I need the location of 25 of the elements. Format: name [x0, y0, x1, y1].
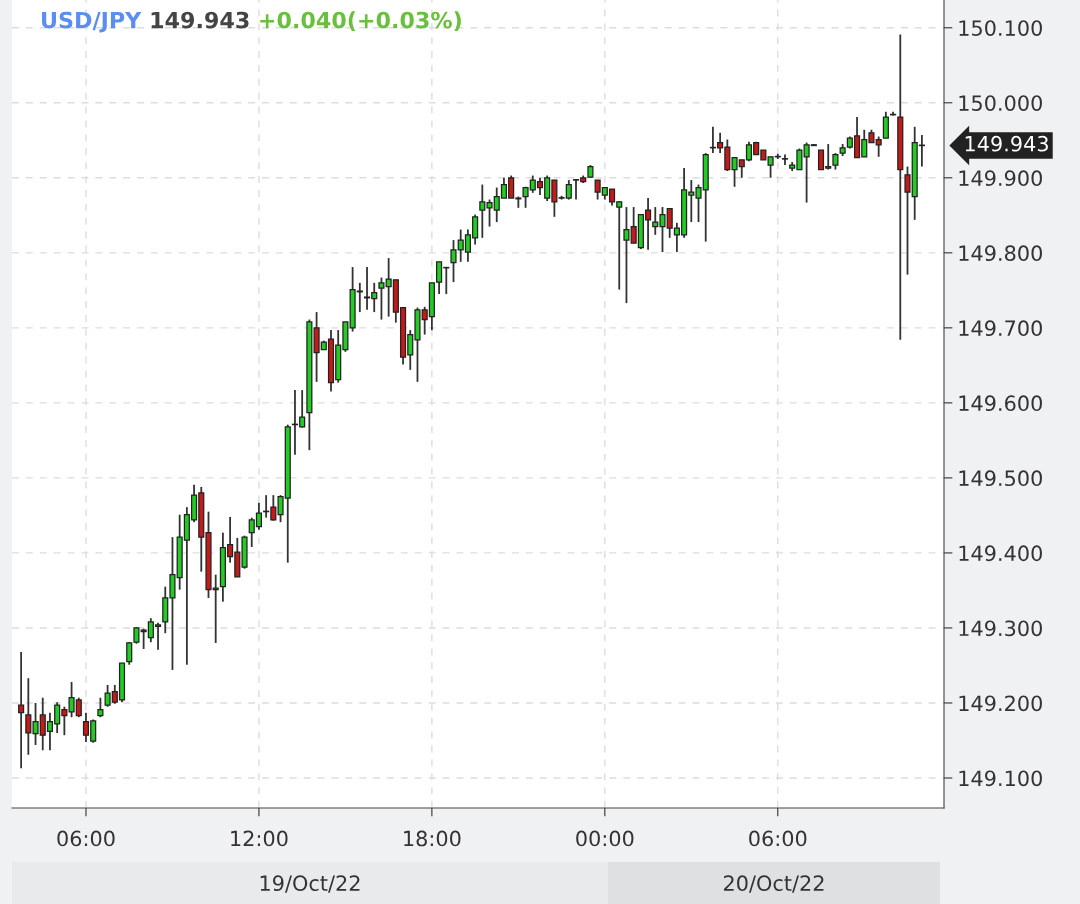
y-tick-label: 149.400 [959, 545, 1042, 562]
candlestick [18, 651, 25, 770]
text: 19/Oct/22 [260, 875, 360, 893]
x-tick-label: 18:00 [404, 830, 461, 847]
x-tick-label: 00:00 [576, 830, 634, 847]
y-tick-label: 149.800 [959, 245, 1042, 262]
y-tick-label: 149.200 [959, 695, 1042, 712]
candlestick [882, 110, 889, 139]
text: 149.943 [965, 135, 1048, 152]
y-tick-label: 149.900 [959, 170, 1042, 187]
annotation: 149.943 [151, 11, 249, 29]
x-tick-label: 06:00 [749, 830, 807, 847]
x-tick-label: 12:00 [231, 830, 288, 847]
y-tick-label: 150.100 [959, 20, 1042, 36]
y-tick-label: 149.500 [959, 470, 1042, 487]
chart-title: USD/JPY [42, 11, 142, 33]
y-tick-label: 149.100 [959, 770, 1042, 787]
y-tick-label: 149.700 [959, 320, 1042, 337]
y-tick-label: 149.600 [959, 395, 1042, 412]
text: 20/Oct/22 [723, 875, 824, 893]
annotation: +0.040(+0.03%) [260, 11, 461, 32]
y-tick-label: 149.300 [959, 620, 1042, 637]
candlestick [97, 696, 104, 719]
x-tick-label: 06:00 [57, 830, 115, 847]
y-tick-label: 150.000 [959, 95, 1042, 111]
